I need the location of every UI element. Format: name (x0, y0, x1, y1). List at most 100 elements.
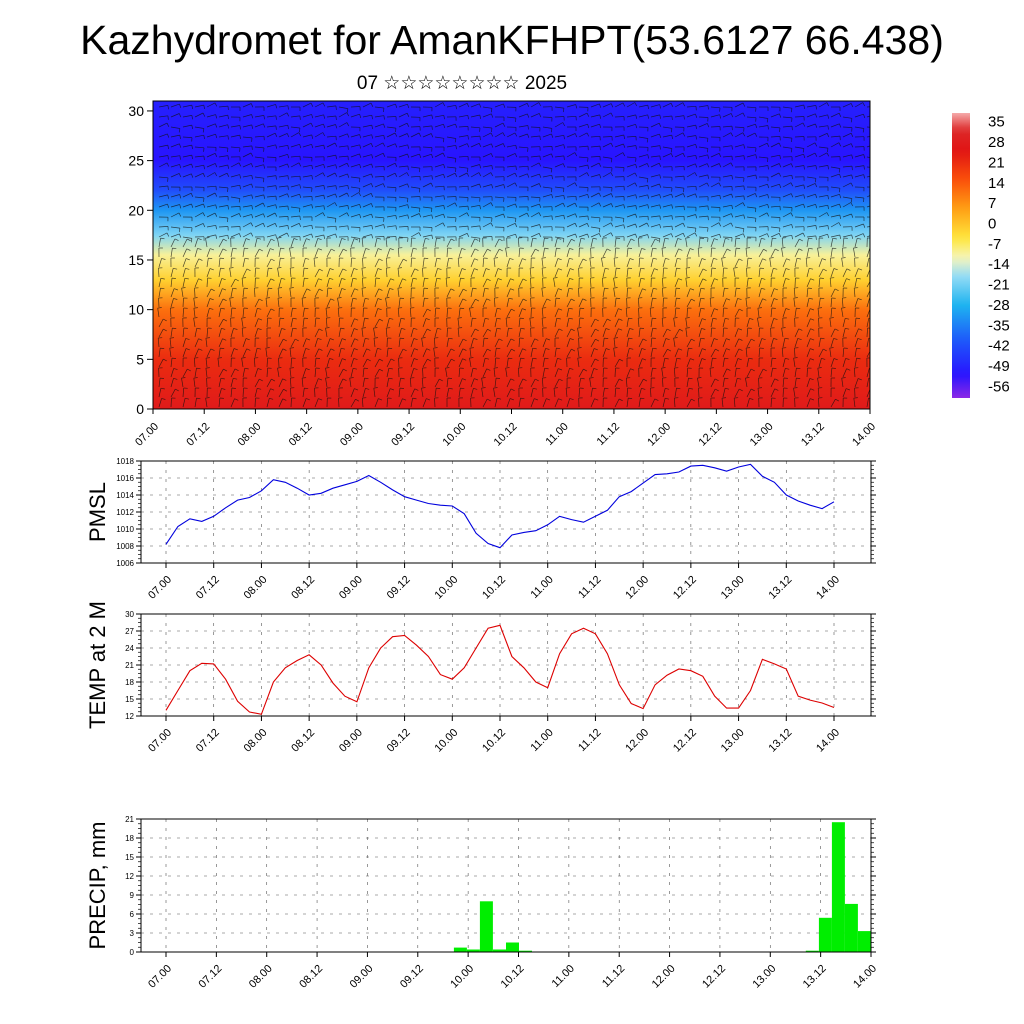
wind-barb-feather (557, 258, 562, 261)
wind-barb (818, 317, 820, 328)
wind-barb-feather (443, 213, 446, 219)
wind-barb-feather (568, 317, 573, 320)
wind-barb (782, 358, 786, 368)
wind-barb (338, 145, 348, 148)
wind-barb-feather (785, 308, 790, 311)
wind-barb-feather (575, 104, 578, 109)
wind-barb (494, 143, 504, 148)
wind-barb-feather (868, 337, 870, 339)
wind-barb-feather (618, 328, 623, 331)
wind-barb (170, 298, 174, 308)
wind-barb (218, 388, 222, 398)
wind-barb (734, 112, 744, 118)
wind-barb (386, 236, 397, 238)
wind-barb-feather (499, 248, 503, 252)
page-subtitle: 07 ☆☆☆☆☆☆☆☆ 2025 (356, 73, 568, 94)
wind-barb-feather (833, 268, 838, 271)
wind-barb-feather (454, 138, 457, 143)
wind-barb (362, 213, 372, 218)
wind-barb-feather (778, 172, 782, 177)
wind-barb-feather (853, 397, 858, 399)
wind-barb-feather (215, 204, 218, 209)
wind-barb (674, 232, 684, 238)
wind-barb-feather (359, 204, 362, 209)
wind-barb (470, 248, 476, 258)
wind-barb (818, 258, 823, 268)
wind-barb (421, 388, 424, 398)
wind-barb (170, 143, 180, 148)
wind-barb (638, 307, 640, 318)
wind-barb (638, 176, 648, 179)
wind-barb (722, 175, 732, 178)
wind-barb-feather (671, 115, 673, 120)
wind-barb-feather (487, 248, 492, 252)
wind-barb-feather (557, 237, 562, 240)
wind-barb (638, 257, 641, 268)
wind-barb (289, 288, 292, 298)
wind-barb (182, 238, 188, 248)
wind-barb-feather (181, 287, 186, 289)
wind-barb (673, 367, 676, 378)
wind-barb (482, 248, 488, 258)
wind-barb-feather (299, 144, 302, 149)
wind-barb-feather (814, 178, 817, 183)
wind-barb (781, 347, 784, 358)
wind-barb (361, 288, 364, 298)
wind-barb (746, 216, 756, 219)
wind-barb-feather (445, 367, 450, 369)
wind-barb-feather (310, 102, 314, 107)
wind-barb (686, 185, 697, 188)
wind-barb-feather (227, 124, 230, 129)
wind-barb (614, 398, 620, 408)
wind-barb (470, 338, 474, 348)
wind-barb (650, 368, 653, 378)
wind-barb (302, 268, 305, 278)
wind-barb (398, 183, 408, 188)
wind-barb (194, 348, 199, 358)
wind-barb (806, 388, 811, 398)
wind-barb (470, 225, 480, 228)
wind-barb (410, 206, 420, 209)
wind-barb (170, 233, 180, 238)
wind-barb-feather (550, 128, 553, 133)
wind-barb-feather (520, 327, 525, 330)
wind-barb-feather (601, 257, 606, 259)
wind-barb (530, 248, 536, 258)
wind-barb-feather (742, 112, 746, 117)
wind-barb (302, 233, 312, 238)
wind-barb (182, 307, 185, 318)
wind-barb-feather (810, 278, 815, 281)
wind-barb-feather (839, 173, 842, 179)
wind-barb-feather (169, 337, 175, 339)
y-axis-title: TEMP at 2 M (85, 601, 110, 729)
wind-barb (818, 125, 828, 128)
wind-barb-feather (815, 105, 817, 110)
wind-barb-feather (346, 212, 350, 217)
wind-barb-feather (761, 237, 766, 240)
wind-barb (626, 368, 631, 378)
wind-barb (170, 103, 180, 108)
wind-barb (362, 298, 366, 308)
wind-barb-feather (426, 348, 431, 351)
y-tick-label: 9 (130, 891, 135, 900)
wind-barb (218, 114, 228, 118)
wind-barb-feather (659, 155, 661, 160)
wind-barb-feather (490, 222, 494, 227)
wind-barb (614, 268, 617, 278)
wind-barb (758, 268, 761, 278)
wind-barb-feather (520, 357, 525, 360)
wind-barb-feather (781, 247, 786, 249)
wind-barb (782, 146, 792, 149)
wind-barb (685, 318, 688, 328)
wind-barb-feather (448, 387, 453, 390)
wind-barb (350, 106, 361, 108)
wind-barb-feather (730, 222, 734, 227)
wind-barb-feather (743, 214, 746, 219)
wind-barb (590, 318, 596, 328)
wind-barb-feather (701, 358, 706, 361)
wind-barb-feather (793, 357, 798, 359)
wind-barb-feather (323, 164, 326, 169)
wind-barb-feather (238, 162, 242, 167)
wind-barb (710, 267, 713, 278)
wind-barb (410, 297, 412, 308)
